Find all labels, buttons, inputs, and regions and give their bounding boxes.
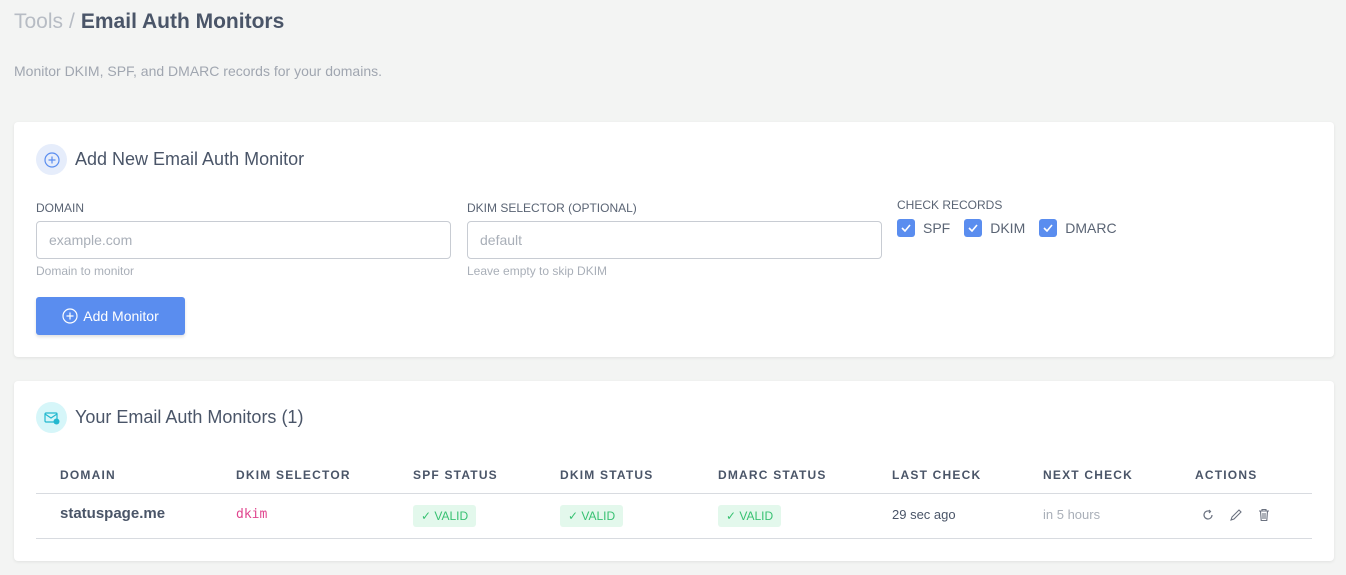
check-records-label: CHECK RECORDS (897, 198, 1003, 212)
page-subtitle: Monitor DKIM, SPF, and DMARC records for… (14, 63, 383, 79)
dmarc-status-badge: ✓ VALID (718, 505, 782, 527)
column-header: DOMAIN (60, 468, 116, 482)
checkbox-label: SPF (923, 220, 951, 236)
column-header: DMARC STATUS (718, 468, 827, 482)
dkim-selector-input[interactable] (467, 221, 882, 259)
plus-circle-icon (62, 308, 78, 324)
check-icon[interactable] (1039, 219, 1058, 237)
domain-label: DOMAIN (36, 201, 84, 215)
breadcrumb-tools[interactable]: Tools (14, 10, 64, 33)
page-title: Email Auth Monitors (80, 10, 285, 33)
domain-input[interactable] (36, 221, 451, 259)
button-label: Add Monitor (83, 308, 159, 324)
breadcrumb: Tools / Email Auth Monitors (14, 10, 284, 34)
monitors-card: Your Email Auth Monitors (1) DOMAIN DKIM… (14, 381, 1334, 561)
breadcrumb-separator: / (69, 10, 75, 33)
column-header: DKIM SELECTOR (236, 468, 351, 482)
selector-hint: Leave empty to skip DKIM (467, 264, 608, 278)
plus-circle-icon (36, 144, 67, 175)
divider (36, 493, 1312, 494)
check-icon[interactable] (964, 219, 983, 237)
domain-hint: Domain to monitor (36, 264, 135, 278)
refresh-icon[interactable] (1201, 508, 1215, 522)
email-check-icon (36, 402, 67, 433)
checkbox-label: DMARC (1065, 220, 1117, 236)
monitors-title: Your Email Auth Monitors (1) (75, 407, 304, 427)
domain-cell: statuspage.me (60, 505, 166, 522)
add-monitor-title: Add New Email Auth Monitor (75, 149, 305, 169)
checkbox-dmarc[interactable]: DMARC (1039, 219, 1117, 237)
check-icon[interactable] (897, 219, 915, 237)
checkbox-label: DKIM (990, 220, 1026, 236)
checkbox-dkim[interactable]: DKIM (964, 219, 1025, 237)
column-header: LAST CHECK (892, 468, 982, 482)
add-monitor-button[interactable]: Add Monitor (36, 297, 185, 335)
dkim-status-badge: ✓ VALID (560, 505, 624, 527)
column-header: NEXT CHECK (1043, 468, 1134, 482)
last-check-cell: 29 sec ago (892, 507, 956, 522)
add-monitor-card: Add New Email Auth Monitor DOMAIN Domain… (14, 122, 1334, 357)
next-check-cell: in 5 hours (1043, 507, 1101, 522)
column-header: ACTIONS (1195, 468, 1258, 482)
selector-label: DKIM SELECTOR (OPTIONAL) (467, 201, 637, 215)
column-header: DKIM STATUS (560, 468, 654, 482)
divider (36, 538, 1312, 539)
column-header: SPF STATUS (413, 468, 498, 482)
selector-cell: dkim (236, 507, 268, 522)
trash-icon[interactable] (1257, 508, 1271, 522)
spf-status-badge: ✓ VALID (413, 505, 477, 527)
checkbox-spf[interactable]: SPF (897, 219, 950, 237)
edit-icon[interactable] (1229, 508, 1243, 522)
